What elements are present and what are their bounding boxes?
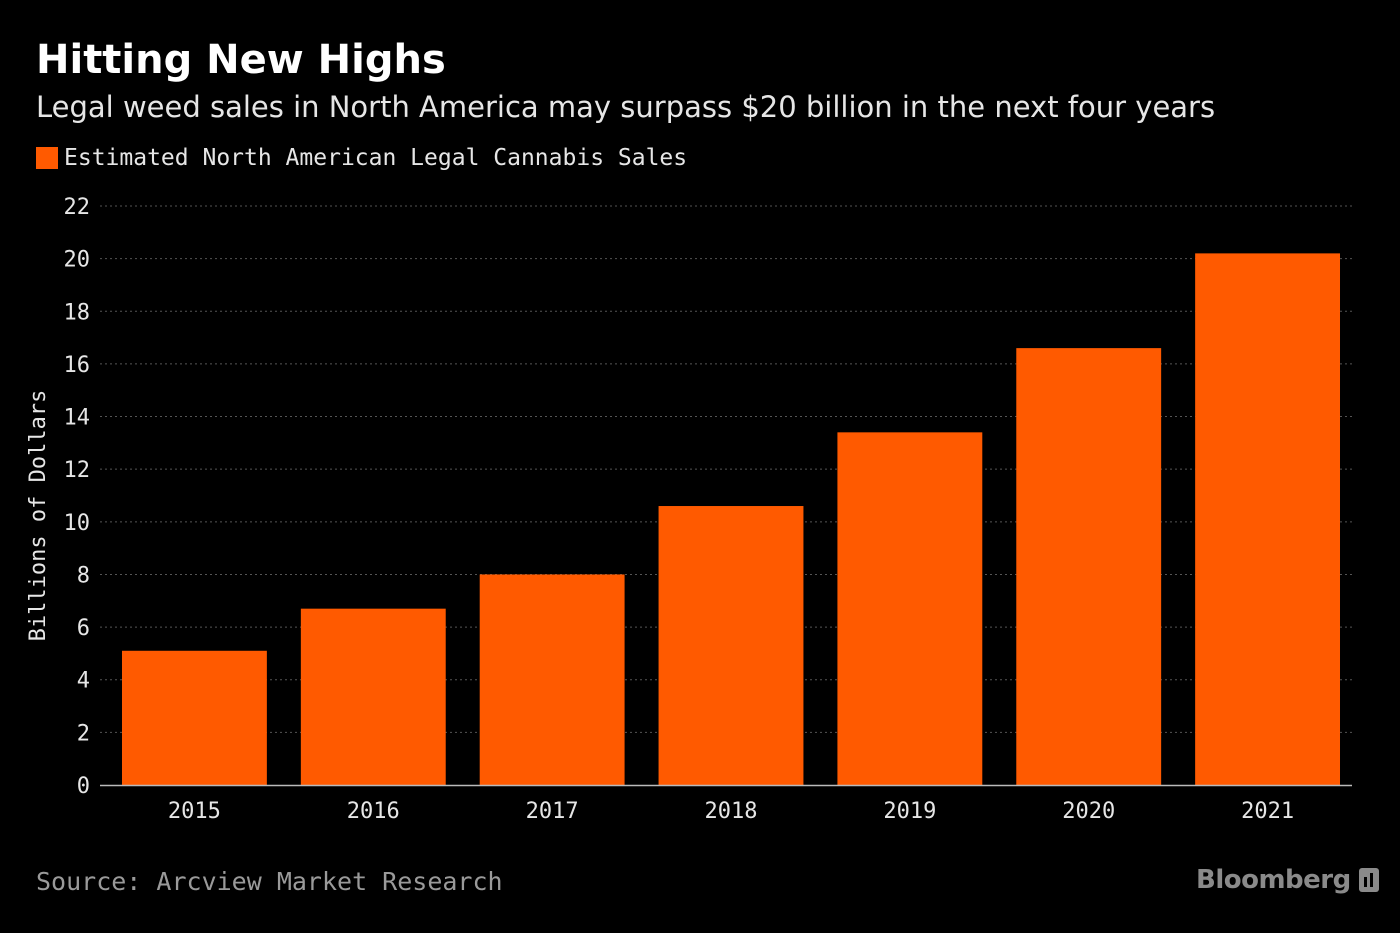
x-tick-label: 2019 bbox=[883, 799, 936, 824]
bar bbox=[300, 608, 446, 785]
y-tick-label: 16 bbox=[64, 353, 91, 378]
y-tick-label: 6 bbox=[77, 616, 90, 641]
y-tick-label: 8 bbox=[77, 563, 90, 588]
bars bbox=[121, 253, 1341, 785]
y-axis-label: Billions of Dollars bbox=[26, 390, 51, 642]
bar bbox=[837, 432, 983, 785]
y-tick-label: 18 bbox=[64, 300, 91, 325]
x-tick-label: 2015 bbox=[168, 799, 221, 824]
x-tick-label: 2017 bbox=[526, 799, 579, 824]
source-note: Source: Arcview Market Research bbox=[36, 867, 503, 896]
bar bbox=[1016, 348, 1162, 785]
y-tick-label: 12 bbox=[64, 458, 91, 483]
chart-subtitle: Legal weed sales in North America may su… bbox=[36, 90, 1216, 124]
bar bbox=[658, 506, 804, 785]
y-tick-label: 20 bbox=[64, 248, 91, 273]
x-tick-labels: 2015 2016 2017 2018 2019 2020 2021 bbox=[168, 799, 1294, 824]
bar bbox=[1195, 253, 1341, 785]
brand-name: Bloomberg bbox=[1196, 865, 1351, 895]
legend-swatch bbox=[36, 147, 58, 169]
x-tick-label: 2021 bbox=[1241, 799, 1294, 824]
legend: Estimated North American Legal Cannabis … bbox=[36, 143, 687, 173]
x-tick-label: 2018 bbox=[705, 799, 758, 824]
legend-label: Estimated North American Legal Cannabis … bbox=[64, 145, 688, 171]
bar bbox=[121, 650, 267, 785]
bar bbox=[479, 574, 625, 785]
y-tick-label: 14 bbox=[64, 406, 91, 431]
brand-logo: Bloomberg bbox=[1196, 862, 1379, 898]
bloomberg-logo-icon bbox=[1358, 868, 1379, 892]
chart-title: Hitting New Highs bbox=[36, 37, 446, 83]
x-tick-label: 2016 bbox=[347, 799, 400, 824]
y-tick-label: 4 bbox=[77, 669, 90, 694]
y-tick-label: 10 bbox=[64, 511, 91, 536]
y-tick-labels: 0 2 4 6 8 10 12 14 16 18 20 22 bbox=[64, 195, 91, 799]
y-tick-label: 2 bbox=[77, 721, 90, 746]
y-tick-label: 0 bbox=[77, 774, 90, 799]
x-tick-label: 2020 bbox=[1062, 799, 1115, 824]
y-tick-label: 22 bbox=[64, 195, 91, 220]
